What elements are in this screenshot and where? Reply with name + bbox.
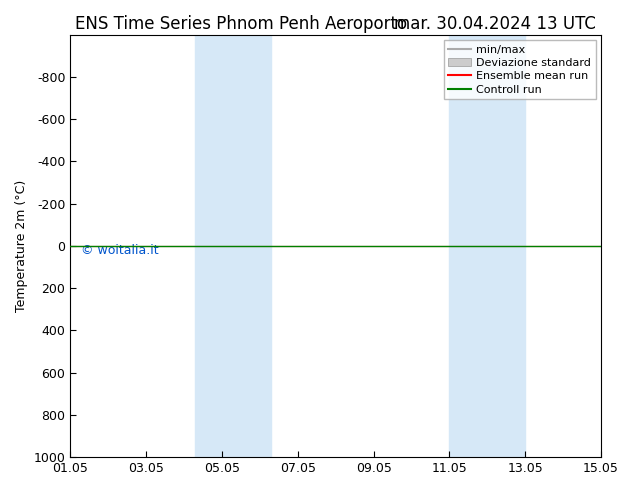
Text: mar. 30.04.2024 13 UTC: mar. 30.04.2024 13 UTC [394,15,595,33]
Text: © woitalia.it: © woitalia.it [81,244,158,257]
Legend: min/max, Deviazione standard, Ensemble mean run, Controll run: min/max, Deviazione standard, Ensemble m… [444,40,595,99]
Text: ENS Time Series Phnom Penh Aeroporto: ENS Time Series Phnom Penh Aeroporto [75,15,407,33]
Bar [195,35,271,457]
Bar [450,35,525,457]
Y-axis label: Temperature 2m (°C): Temperature 2m (°C) [15,180,28,312]
